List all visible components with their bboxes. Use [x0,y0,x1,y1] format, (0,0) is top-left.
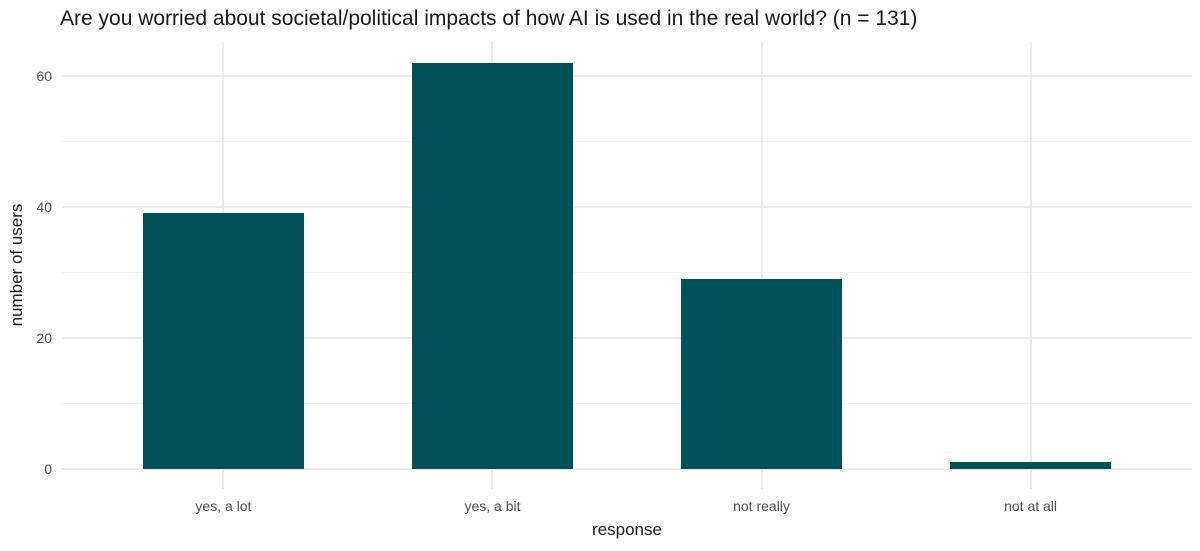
gridline-y-40 [62,205,1192,208]
bar-yes-a-bit [411,62,574,469]
gridline-y-minor-50 [62,141,1192,143]
bar-yes-a-lot [142,213,305,469]
plot-panel [62,42,1192,489]
y-tick-label-20: 20 [36,329,52,346]
x-tick-label-yes-a-lot: yes, a lot [195,498,252,514]
y-tick-label-60: 60 [36,67,52,84]
gridline-y-60 [62,74,1192,77]
gridline-y-20 [62,336,1192,339]
x-axis-title: response [592,520,662,539]
bar-not-at-all [949,462,1112,469]
gridline-y-0 [62,468,1192,470]
gridline-x-not-at-all [1029,42,1032,489]
x-tick-label-yes-a-bit: yes, a bit [464,498,521,514]
gridline-y-minor-30 [62,272,1192,274]
bar-not-really [680,278,843,469]
y-axis-title: number of users [7,203,26,327]
gridline-x-not-really [760,42,763,489]
chart-title: Are you worried about societal/political… [60,7,918,30]
y-tick-label-40: 40 [36,198,52,215]
y-tick-label-0: 0 [44,461,52,477]
x-tick-label-not-really: not really [733,498,790,514]
gridline-y-minor-10 [62,403,1192,405]
x-tick-label-not-at-all: not at all [1004,498,1058,514]
